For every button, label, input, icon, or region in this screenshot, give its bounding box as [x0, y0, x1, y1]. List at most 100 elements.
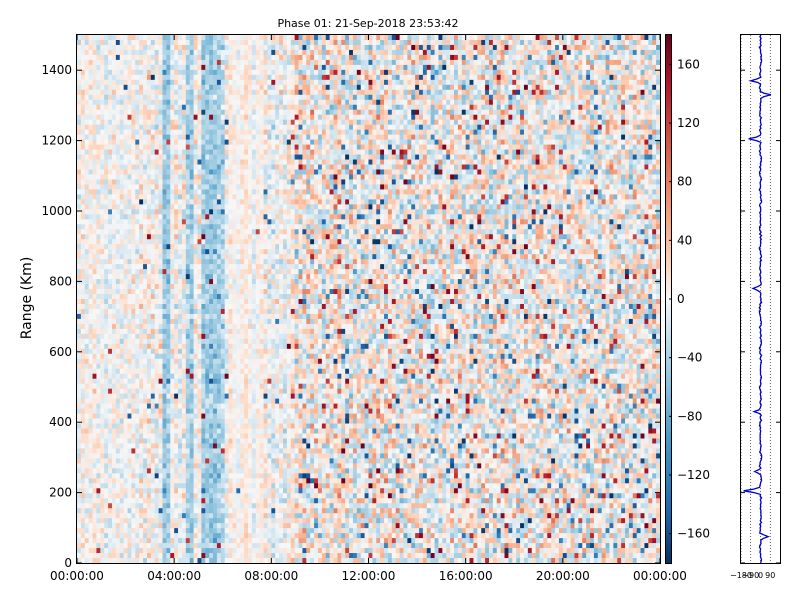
heatmap-cell	[201, 224, 205, 229]
heatmap-cell	[104, 468, 108, 473]
heatmap-cell	[252, 493, 256, 498]
heatmap-cell	[170, 264, 174, 269]
heatmap-cell	[166, 304, 170, 309]
heatmap-cell	[240, 125, 244, 130]
heatmap-cell	[186, 523, 190, 528]
heatmap-cell	[236, 369, 240, 374]
heatmap-cell	[135, 493, 139, 498]
heatmap-cell	[151, 409, 155, 414]
heatmap-cell	[131, 414, 135, 419]
heatmap-cell	[85, 35, 89, 40]
heatmap-cell	[128, 304, 132, 309]
heatmap-cell	[89, 473, 93, 478]
heatmap-cell	[128, 95, 132, 100]
heatmap-cell	[147, 150, 151, 155]
heatmap-cell	[163, 404, 167, 409]
heatmap-cell	[248, 115, 252, 120]
heatmap-cell	[197, 304, 201, 309]
heatmap-cell	[93, 433, 97, 438]
heatmap-cell	[244, 80, 248, 85]
heatmap-cell	[159, 309, 163, 314]
heatmap-cell	[190, 145, 194, 150]
heatmap-cell	[131, 294, 135, 299]
heatmap-cell	[116, 60, 120, 65]
heatmap-cell	[96, 324, 100, 329]
heatmap-cell	[108, 140, 112, 145]
heatmap-cell	[186, 219, 190, 224]
heatmap-cell	[178, 359, 182, 364]
heatmap-cell	[170, 314, 174, 319]
heatmap-cell	[166, 399, 170, 404]
heatmap-cell	[229, 289, 233, 294]
heatmap-cell	[85, 344, 89, 349]
heatmap-cell	[213, 269, 217, 274]
heatmap-cell	[139, 443, 143, 448]
heatmap-cell	[100, 244, 104, 249]
heatmap-cell	[96, 354, 100, 359]
heatmap-cell	[100, 289, 104, 294]
heatmap-cell	[104, 553, 108, 558]
heatmap-cell	[217, 70, 221, 75]
heatmap-cell	[209, 60, 213, 65]
heatmap-cell	[232, 304, 236, 309]
heatmap-cell	[116, 155, 120, 160]
heatmap-cell	[143, 493, 147, 498]
heatmap-cell	[209, 314, 213, 319]
heatmap-cell	[93, 443, 97, 448]
heatmap-cell	[85, 483, 89, 488]
heatmap-cell	[244, 35, 248, 40]
heatmap-cell	[201, 214, 205, 219]
heatmap-cell	[221, 160, 225, 165]
heatmap-cell	[229, 364, 233, 369]
heatmap-cell	[174, 299, 178, 304]
heatmap-cell	[213, 533, 217, 538]
heatmap-cell	[256, 369, 260, 374]
heatmap-cell	[100, 299, 104, 304]
heatmap-cell	[143, 429, 147, 434]
heatmap-cell	[108, 80, 112, 85]
heatmap-cell	[155, 478, 159, 483]
heatmap-cell	[229, 369, 233, 374]
heatmap-cell	[163, 468, 167, 473]
heatmap-cell	[93, 85, 97, 90]
heatmap-cell	[221, 80, 225, 85]
heatmap-cell	[166, 508, 170, 513]
heatmap-cell	[217, 214, 221, 219]
heatmap-cell	[225, 339, 229, 344]
heatmap-cell	[190, 374, 194, 379]
heatmap-cell	[112, 60, 116, 65]
heatmap-cell	[182, 369, 186, 374]
heatmap-cell	[225, 453, 229, 458]
heatmap-cell	[77, 189, 81, 194]
heatmap-cell	[139, 55, 143, 60]
heatmap-cell	[96, 35, 100, 40]
heatmap-cell	[139, 438, 143, 443]
heatmap-cell	[89, 374, 93, 379]
heatmap-cell	[155, 359, 159, 364]
heatmap-cell	[155, 209, 159, 214]
heatmap-cell	[116, 194, 120, 199]
heatmap-cell	[174, 135, 178, 140]
heatmap-cell	[236, 414, 240, 419]
heatmap-cell	[229, 379, 233, 384]
heatmap-cell	[260, 50, 264, 55]
heatmap-cell	[240, 339, 244, 344]
heatmap-cell	[252, 194, 256, 199]
heatmap-cell	[89, 309, 93, 314]
heatmap-cell	[112, 414, 116, 419]
heatmap-cell	[120, 448, 124, 453]
heatmap-cell	[170, 214, 174, 219]
heatmap-cell	[100, 548, 104, 553]
heatmap-cell	[112, 179, 116, 184]
heatmap-cell	[131, 379, 135, 384]
heatmap-cell	[159, 429, 163, 434]
heatmap-cell	[93, 538, 97, 543]
heatmap-cell	[225, 488, 229, 493]
heatmap-cell	[166, 354, 170, 359]
heatmap-cell	[217, 189, 221, 194]
heatmap-cell	[201, 369, 205, 374]
heatmap-cell	[248, 543, 252, 548]
heatmap-cell	[240, 239, 244, 244]
heatmap-cell	[182, 219, 186, 224]
heatmap-cell	[77, 334, 81, 339]
